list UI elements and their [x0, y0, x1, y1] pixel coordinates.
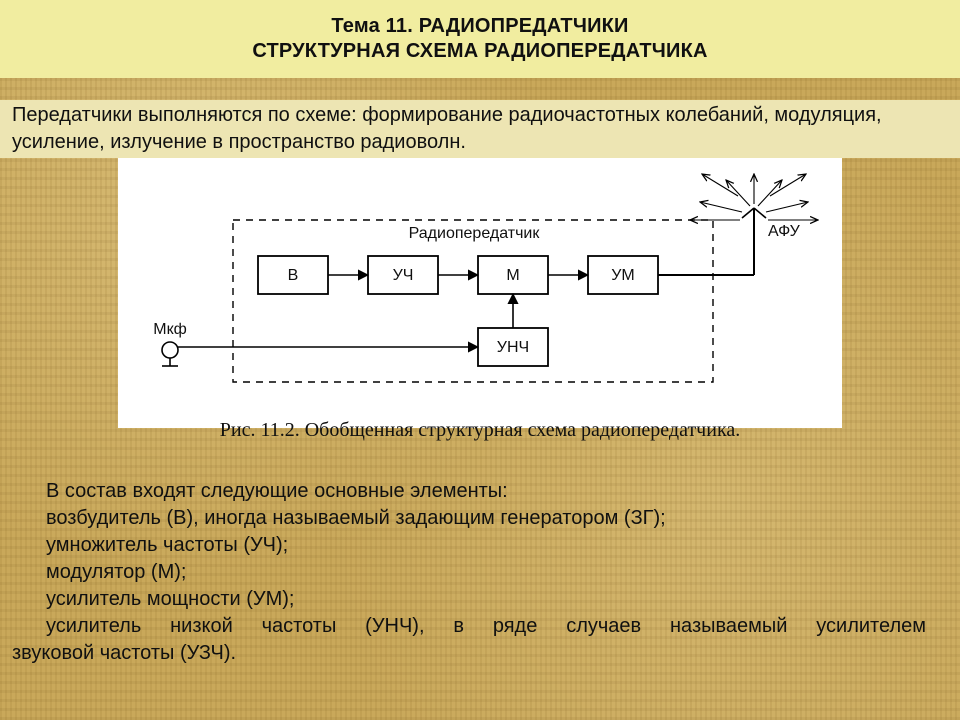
body-line: возбудитель (В), иногда называемый задаю…: [46, 505, 946, 532]
body-line: модулятор (М);: [46, 559, 946, 586]
svg-text:УНЧ: УНЧ: [497, 339, 529, 356]
page-root: Тема 11. РАДИОПРЕДАТЧИКИ СТРУКТУРНАЯ СХЕ…: [0, 0, 960, 720]
svg-text:АФУ: АФУ: [768, 223, 801, 240]
antenna-ray: [702, 174, 738, 196]
svg-text:В: В: [288, 267, 299, 284]
body-line: звуковой частоты (УЗЧ).: [12, 640, 946, 667]
intro-band: Передатчики выполняются по схеме: формир…: [0, 100, 960, 158]
body-line: В состав входят следующие основные элеме…: [46, 478, 946, 505]
svg-text:Мкф: Мкф: [153, 321, 187, 338]
figure-caption: Рис. 11.2. Обобщенная структурная схема …: [118, 419, 842, 442]
svg-text:Радиопередатчик: Радиопередатчик: [409, 225, 541, 242]
antenna-ray: [700, 202, 742, 212]
antenna-ray: [726, 180, 750, 206]
body-line: усилитель низкой частоты (УНЧ), в ряде с…: [46, 613, 926, 640]
antenna-ray: [758, 180, 782, 206]
block-diagram-svg: Радиопередатчик В УЧ М УМ УНЧ Мкф АФУ: [118, 158, 842, 428]
microphone-icon: [162, 342, 178, 358]
svg-text:УМ: УМ: [611, 267, 635, 284]
body-line: усилитель мощности (УМ);: [46, 586, 946, 613]
svg-text:М: М: [506, 267, 519, 284]
antenna-icon: [742, 208, 754, 218]
title-line-2: СТРУКТУРНАЯ СХЕМА РАДИОПЕРЕДАТЧИКА: [252, 40, 707, 63]
diagram-area: Радиопередатчик В УЧ М УМ УНЧ Мкф АФУ Рис. 11.2…: [118, 158, 842, 446]
transmitter-boundary: [233, 220, 713, 382]
title-line-1: Тема 11. РАДИОПРЕДАТЧИКИ: [331, 15, 628, 38]
intro-text: Передатчики выполняются по схеме: формир…: [12, 102, 948, 156]
body-line: умножитель частоты (УЧ);: [46, 532, 946, 559]
title-band: Тема 11. РАДИОПРЕДАТЧИКИ СТРУКТУРНАЯ СХЕ…: [0, 0, 960, 78]
antenna-ray: [766, 202, 808, 212]
antenna-ray: [770, 174, 806, 196]
body-text: В состав входят следующие основные элеме…: [0, 478, 960, 667]
svg-text:УЧ: УЧ: [393, 267, 414, 284]
